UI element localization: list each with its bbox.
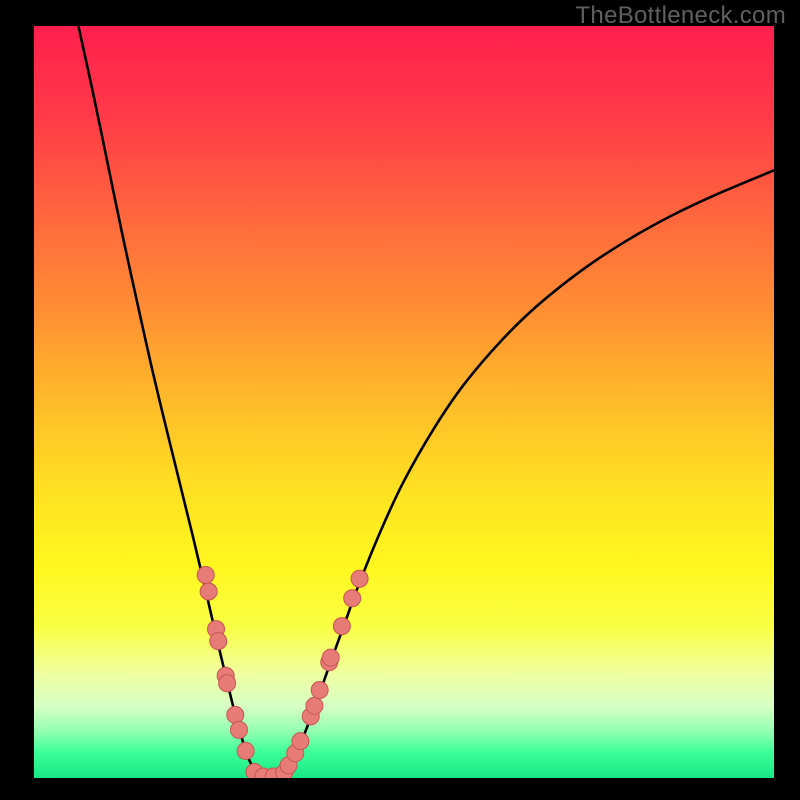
data-marker — [333, 618, 350, 635]
data-marker — [344, 590, 361, 607]
watermark-text: TheBottleneck.com — [575, 2, 786, 30]
data-marker — [219, 675, 236, 692]
plot-area — [34, 26, 774, 778]
data-marker — [351, 570, 368, 587]
data-marker — [230, 721, 247, 738]
data-marker — [322, 649, 339, 666]
data-marker — [292, 733, 309, 750]
data-marker — [227, 706, 244, 723]
chart-stage: TheBottleneck.com — [0, 0, 800, 800]
data-marker — [200, 583, 217, 600]
data-marker — [210, 633, 227, 650]
plot-svg — [34, 26, 774, 778]
data-marker — [306, 697, 323, 714]
data-marker — [197, 566, 214, 583]
data-marker — [311, 682, 328, 699]
data-marker — [237, 742, 254, 759]
plot-background — [34, 26, 774, 778]
